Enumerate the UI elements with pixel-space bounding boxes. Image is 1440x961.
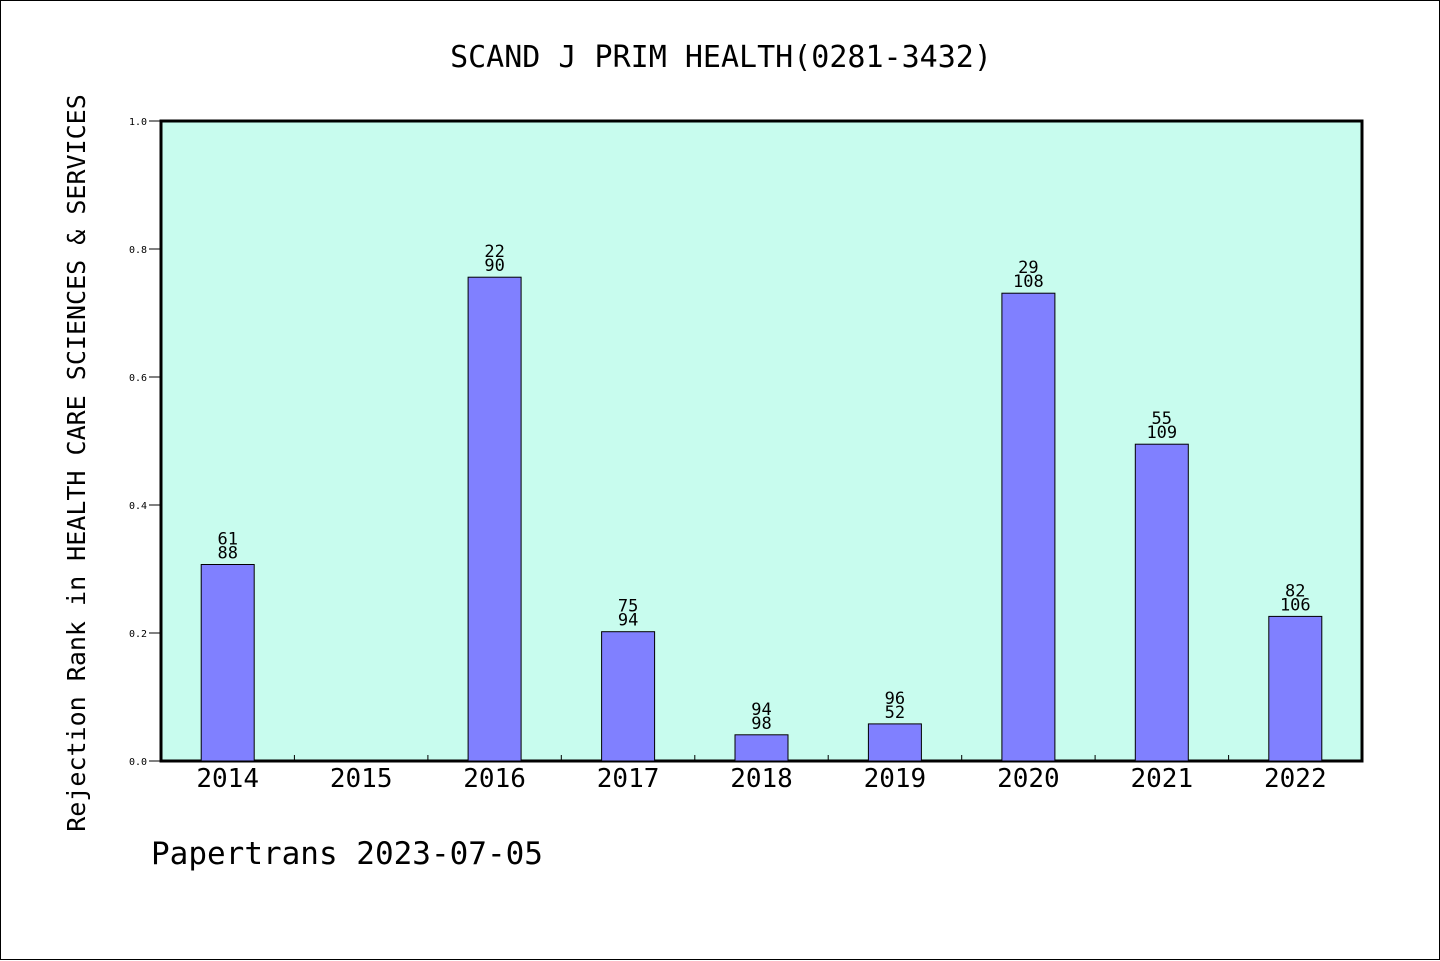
x-tick-label-2019: 2019	[864, 764, 927, 794]
y-tick-label: 1.0	[129, 117, 147, 128]
bar-label-bottom-2018: 98	[751, 714, 771, 734]
x-tick-label-2020: 2020	[997, 764, 1060, 794]
bar-label-top-2021: 55	[1152, 409, 1172, 429]
bar-2016	[467, 276, 522, 762]
y-tick-label: 0.8	[129, 245, 147, 256]
bar-label-top-2016: 22	[484, 242, 504, 262]
bar-2017	[601, 631, 656, 762]
bar-label-bottom-2019: 52	[885, 703, 905, 723]
chart-title: SCAND J PRIM HEALTH(0281-3432)	[450, 40, 992, 75]
bar-2019	[867, 723, 922, 762]
x-tick-label-2022: 2022	[1264, 764, 1327, 794]
x-tick-label-2016: 2016	[463, 764, 526, 794]
x-tick-label-2018: 2018	[730, 764, 793, 794]
y-tick-label: 0.2	[129, 629, 147, 640]
bar-label-top-2020: 29	[1018, 258, 1038, 278]
bar-label-bottom-2022: 106	[1280, 595, 1311, 615]
y-tick-label: 0.4	[129, 501, 147, 512]
bar-label-bottom-2014: 88	[217, 544, 237, 564]
bar-label-top-2017: 75	[618, 597, 638, 617]
y-tick-label: 0.6	[129, 373, 147, 384]
bar-2021	[1134, 443, 1189, 762]
bar-2014	[200, 564, 255, 762]
bar-label-bottom-2017: 94	[618, 611, 638, 631]
y-tick-label: 0.0	[129, 757, 147, 768]
bar-label-top-2019: 96	[885, 689, 905, 709]
bar-label-top-2018: 94	[751, 700, 771, 720]
bar-label-bottom-2021: 109	[1146, 423, 1177, 443]
bar-label-top-2022: 82	[1285, 581, 1305, 601]
bar-2018	[734, 734, 789, 762]
x-tick-label-2015: 2015	[330, 764, 393, 794]
x-tick-label-2014: 2014	[196, 764, 259, 794]
bar-label-top-2014: 61	[217, 530, 237, 550]
bar-label-bottom-2020: 108	[1013, 272, 1044, 292]
ticks-layer: 2014 2015 2016 2017 2018 2019 2020 2021 2022 0.0 0…	[129, 117, 1327, 794]
x-tick-label-2021: 2021	[1130, 764, 1193, 794]
bar-2020	[1001, 292, 1056, 762]
x-tick-label-2017: 2017	[597, 764, 660, 794]
footer-text: Papertrans 2023-07-05	[151, 836, 543, 872]
y-axis-label: Rejection Rank in HEALTH CARE SCIENCES &…	[62, 94, 91, 832]
bar-2022	[1268, 615, 1323, 762]
bar-label-bottom-2016: 90	[484, 256, 504, 276]
